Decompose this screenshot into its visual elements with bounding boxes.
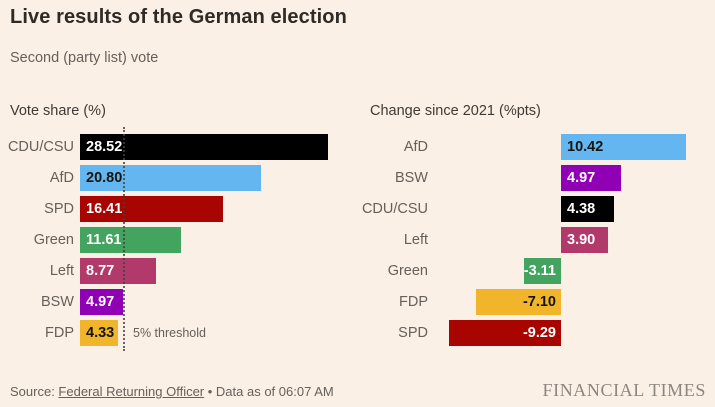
party-label-bsw: BSW xyxy=(40,294,74,310)
bar-row-afd: AfD 20.80 xyxy=(0,165,358,191)
bar-green xyxy=(523,258,561,284)
party-label-spd: SPD xyxy=(44,201,74,217)
bar-row-spd: SPD -9.29 xyxy=(360,320,715,346)
five-percent-threshold-line xyxy=(123,127,125,351)
bar-fdp xyxy=(80,320,118,346)
bar-row-left: Left 3.90 xyxy=(360,227,715,253)
party-label-left: Left xyxy=(49,263,74,279)
party-label-cdu-csu: CDU/CSU xyxy=(361,201,428,217)
bar-row-bsw: BSW 4.97 xyxy=(360,165,715,191)
bar-row-cdu-csu: CDU/CSU 4.38 xyxy=(360,196,715,222)
bar-spd xyxy=(449,320,561,346)
value-label-afd: 20.80 xyxy=(86,170,123,186)
value-label-green: 11.61 xyxy=(86,232,122,248)
bar-bsw xyxy=(80,289,124,315)
party-label-cdu-csu: CDU/CSU xyxy=(7,139,74,155)
source-line: Source: Federal Returning Officer • Data… xyxy=(10,384,334,399)
party-label-bsw: BSW xyxy=(394,170,428,186)
source-suffix: • Data as of 06:07 AM xyxy=(204,384,334,399)
source-link[interactable]: Federal Returning Officer xyxy=(58,384,205,399)
vote-share-header: Vote share (%) xyxy=(10,103,106,119)
source-prefix: Source: xyxy=(10,384,59,399)
value-label-bsw: 4.97 xyxy=(86,294,115,310)
party-label-afd: AfD xyxy=(49,170,74,186)
value-label-bsw: 4.97 xyxy=(567,170,596,186)
threshold-label: 5% threshold xyxy=(133,326,206,340)
bar-bsw xyxy=(561,165,621,191)
value-label-fdp: 4.33 xyxy=(86,325,115,341)
party-label-green: Green xyxy=(33,232,74,248)
value-label-afd: 10.42 xyxy=(567,139,604,155)
bar-cdu-csu xyxy=(80,134,329,160)
bar-row-fdp: FDP -7.10 xyxy=(360,289,715,315)
financial-times-logo: FINANCIAL TIMES xyxy=(542,380,706,400)
bar-row-bsw: BSW 4.97 xyxy=(0,289,358,315)
bar-fdp xyxy=(475,289,561,315)
value-label-spd: -9.29 xyxy=(522,325,556,341)
value-label-fdp: -7.10 xyxy=(522,294,556,310)
bar-row-green: Green -3.11 xyxy=(360,258,715,284)
value-label-left: 3.90 xyxy=(567,232,596,248)
bar-row-cdu-csu: CDU/CSU 28.52 xyxy=(0,134,358,160)
vote-share-chart: CDU/CSU 28.52 AfD 20.80 SPD 16.41 Green 11.61 Le… xyxy=(0,134,358,346)
bar-afd xyxy=(561,134,687,160)
bar-row-fdp: FDP 4.33 xyxy=(0,320,358,346)
value-label-spd: 16.41 xyxy=(86,201,123,217)
party-label-spd: SPD xyxy=(398,325,428,341)
bar-spd xyxy=(80,196,223,222)
chart-subtitle: Second (party list) vote xyxy=(10,50,159,66)
bar-cdu-csu xyxy=(561,196,614,222)
change-chart: AfD 10.42 BSW 4.97 CDU/CSU 4.38 Left 3.90 Green -… xyxy=(360,134,715,346)
party-label-afd: AfD xyxy=(403,139,428,155)
bar-row-left: Left 8.77 xyxy=(0,258,358,284)
party-label-fdp: FDP xyxy=(45,325,74,341)
page-title: Live results of the German election xyxy=(10,6,347,28)
value-label-cdu-csu: 28.52 xyxy=(86,139,123,155)
bar-left xyxy=(561,227,608,253)
change-since-2021-header: Change since 2021 (%pts) xyxy=(370,103,541,119)
party-label-fdp: FDP xyxy=(399,294,428,310)
bar-afd xyxy=(80,165,261,191)
bar-green xyxy=(80,227,181,253)
value-label-left: 8.77 xyxy=(86,263,115,279)
party-label-green: Green xyxy=(387,263,428,279)
value-label-cdu-csu: 4.38 xyxy=(567,201,596,217)
bar-row-spd: SPD 16.41 xyxy=(0,196,358,222)
bar-row-green: Green 11.61 xyxy=(0,227,358,253)
value-label-green: -3.11 xyxy=(523,263,556,279)
bar-left xyxy=(80,258,157,284)
party-label-left: Left xyxy=(403,232,428,248)
bar-row-afd: AfD 10.42 xyxy=(360,134,715,160)
